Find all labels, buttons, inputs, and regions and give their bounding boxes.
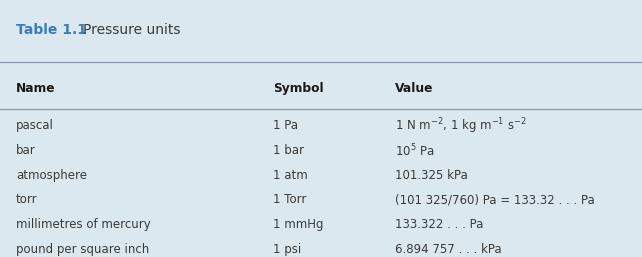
Text: 1 atm: 1 atm [273,169,308,182]
Text: 1 bar: 1 bar [273,144,304,157]
Text: Pressure units: Pressure units [83,23,181,37]
Text: pascal: pascal [16,120,54,132]
Text: atmosphere: atmosphere [16,169,87,182]
Text: 6.894 757 . . . kPa: 6.894 757 . . . kPa [395,243,501,256]
Text: 1 N m$^{-2}$, 1 kg m$^{-1}$ s$^{-2}$: 1 N m$^{-2}$, 1 kg m$^{-1}$ s$^{-2}$ [395,116,526,136]
Text: 1 mmHg: 1 mmHg [273,218,324,231]
Text: Table 1.1: Table 1.1 [16,23,87,37]
Text: pound per square inch: pound per square inch [16,243,150,256]
Text: 133.322 . . . Pa: 133.322 . . . Pa [395,218,483,231]
Text: 1 Pa: 1 Pa [273,120,298,132]
Text: Value: Value [395,82,433,95]
Text: (101 325/760) Pa = 133.32 . . . Pa: (101 325/760) Pa = 133.32 . . . Pa [395,194,594,206]
Text: Name: Name [16,82,56,95]
Text: bar: bar [16,144,36,157]
Text: 10$^{5}$ Pa: 10$^{5}$ Pa [395,142,435,159]
Text: 1 Torr: 1 Torr [273,194,306,206]
Text: torr: torr [16,194,38,206]
Text: Symbol: Symbol [273,82,324,95]
Text: 1 psi: 1 psi [273,243,301,256]
Text: millimetres of mercury: millimetres of mercury [16,218,151,231]
Text: 101.325 kPa: 101.325 kPa [395,169,467,182]
